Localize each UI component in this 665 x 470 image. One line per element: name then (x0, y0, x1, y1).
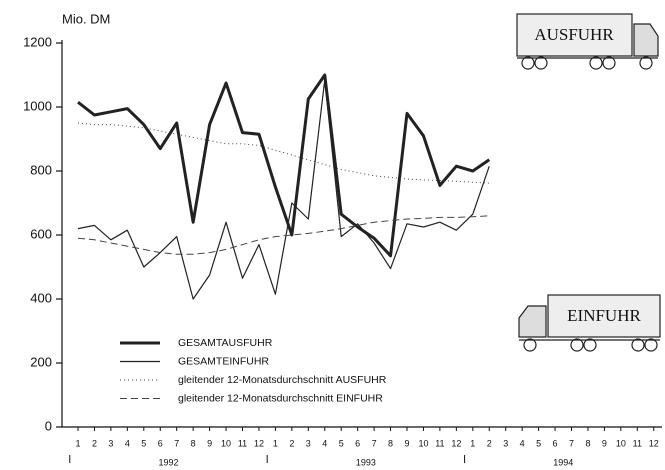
truck-export (516, 13, 659, 70)
x-tick-label: 8 (191, 438, 196, 448)
x-tick-label: 6 (355, 438, 360, 448)
wheel (602, 56, 616, 70)
y-tick-label: 1000 (23, 98, 52, 113)
series-line (77, 122, 490, 184)
y-tick-label: 200 (30, 354, 52, 369)
x-tick-label: 2 (289, 438, 294, 448)
x-tick-label: 7 (569, 438, 574, 448)
legend-label: gleitender 12-Monatsdurchschnitt EINFUHR (178, 392, 383, 404)
x-tick-label: 5 (536, 438, 541, 448)
wheel (523, 338, 537, 352)
series-line (77, 73, 491, 258)
wheel (631, 338, 645, 352)
year-label: 1992 (158, 457, 178, 467)
x-tick-label: 9 (207, 438, 212, 448)
wheel (521, 56, 535, 70)
x-tick-label: 6 (158, 438, 163, 448)
x-tick-label: 10 (418, 438, 428, 448)
x-tick-label: 3 (108, 438, 113, 448)
x-tick-label: 5 (339, 438, 344, 448)
x-tick-label: 7 (174, 438, 179, 448)
series-line (77, 79, 490, 300)
x-tick-label: 8 (388, 438, 393, 448)
trailer (547, 294, 661, 338)
legend-label: GESAMTAUSFUHR (178, 337, 273, 349)
x-tick-label: 6 (553, 438, 558, 448)
x-tick-label: 2 (92, 438, 97, 448)
truck-import (518, 294, 661, 352)
x-tick-label: 11 (633, 438, 642, 448)
x-tick-label: 1 (75, 438, 80, 448)
y-tick-label: 0 (45, 418, 52, 433)
x-tick-label: 9 (602, 438, 607, 448)
cab (518, 305, 547, 338)
wheel (644, 338, 658, 352)
x-tick-label: 12 (649, 438, 659, 448)
x-tick-label: 12 (254, 438, 264, 448)
y-tick-label: 800 (30, 162, 52, 177)
wheel (639, 56, 653, 70)
x-tick-label: 11 (238, 438, 247, 448)
wheel (589, 56, 603, 70)
wheel (534, 56, 548, 70)
y-tick-label: 400 (30, 290, 52, 305)
year-label: 1993 (356, 457, 376, 467)
x-tick-label: 5 (141, 438, 146, 448)
x-tick-label: 12 (451, 438, 461, 448)
x-tick-label: 8 (585, 438, 590, 448)
truck-label: AUSFUHR (534, 25, 614, 44)
x-tick-label: 4 (322, 438, 327, 448)
x-tick-label: 1 (470, 438, 475, 448)
x-tick-label: 3 (306, 438, 311, 448)
x-tick-label: 7 (372, 438, 377, 448)
x-tick-label: 4 (125, 438, 130, 448)
x-tick-label: 9 (404, 438, 409, 448)
y-tick-label: 600 (30, 226, 52, 241)
y-axis-label: Mio. DM (62, 11, 110, 26)
cab (633, 23, 659, 57)
x-tick-label: 2 (487, 438, 492, 448)
x-tick-label: 4 (520, 438, 525, 448)
y-tick-label: 1200 (23, 34, 52, 49)
x-tick-label: 10 (221, 438, 231, 448)
truck-label: EINFUHR (567, 306, 641, 325)
wheel (583, 338, 597, 352)
trailer (516, 13, 633, 57)
wheel (570, 338, 584, 352)
x-tick-label: 11 (435, 438, 444, 448)
series-line (77, 215, 490, 255)
legend-label: gleitender 12-Monatsdurchschnitt AUSFUHR (178, 374, 387, 386)
x-tick-label: 10 (616, 438, 626, 448)
year-label: 1994 (553, 457, 573, 467)
x-tick-label: 1 (273, 438, 278, 448)
legend-label: GESAMTEINFUHR (178, 355, 269, 367)
x-tick-label: 3 (503, 438, 508, 448)
